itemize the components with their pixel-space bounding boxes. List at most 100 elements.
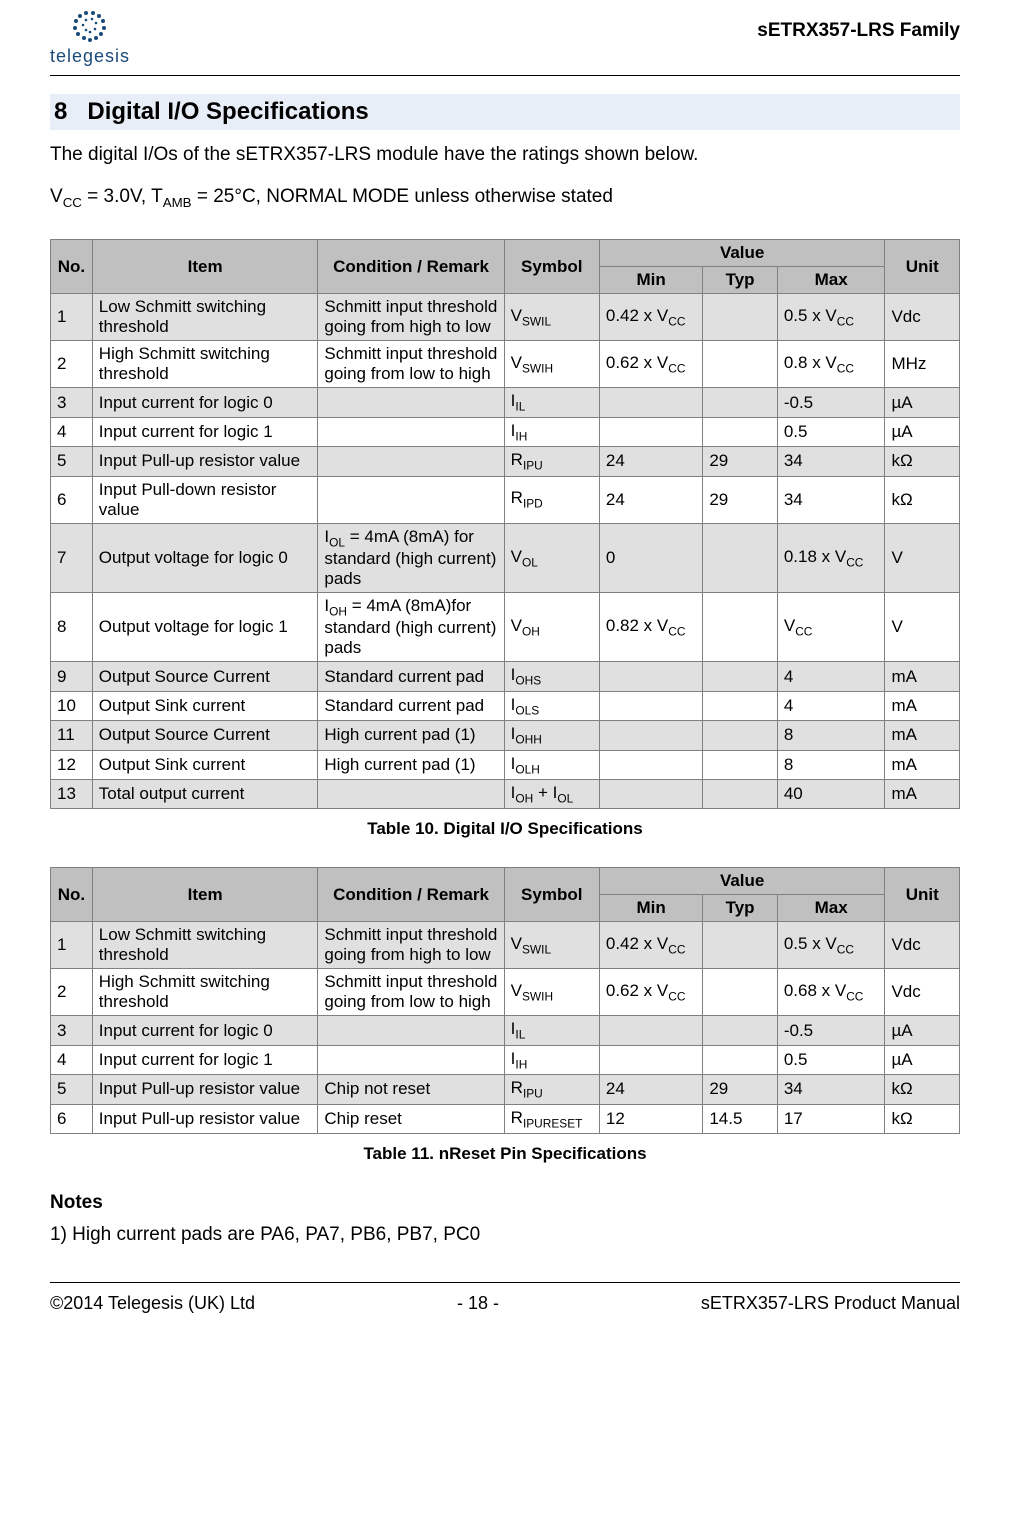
cell-cond: Schmitt input threshold going from high …: [318, 294, 504, 341]
cell-max: 0.8 x VCC: [777, 341, 885, 388]
cell-unit: mA: [885, 662, 960, 691]
cell-no: 1: [51, 922, 93, 969]
cell-cond: Standard current pad: [318, 691, 504, 720]
cell-cond: IOH = 4mA (8mA)for standard (high curren…: [318, 593, 504, 662]
table-row: 3Input current for logic 0IIL-0.5µA: [51, 388, 960, 417]
cell-symbol: IIL: [504, 1016, 599, 1045]
cell-min: [599, 691, 702, 720]
cell-typ: 29: [703, 1075, 778, 1104]
cell-unit: MHz: [885, 341, 960, 388]
cell-typ: [703, 691, 778, 720]
table-digital-io: No. Item Condition / Remark Symbol Value…: [50, 239, 960, 809]
cell-min: 0.42 x VCC: [599, 922, 702, 969]
th-symbol: Symbol: [504, 868, 599, 922]
page-header: telegesis sETRX357-LRS Family: [50, 0, 960, 75]
cell-item: Input current for logic 1: [92, 1045, 318, 1074]
notes-heading: Notes: [50, 1192, 960, 1214]
cond-mid1: = 3.0V, T: [82, 186, 163, 207]
cell-item: Output voltage for logic 1: [92, 593, 318, 662]
cell-typ: [703, 593, 778, 662]
cell-min: 24: [599, 476, 702, 523]
cell-symbol: IIH: [504, 417, 599, 446]
header-family-label: sETRX357-LRS Family: [757, 10, 960, 42]
table-row: 1Low Schmitt switching thresholdSchmitt …: [51, 922, 960, 969]
cell-no: 1: [51, 294, 93, 341]
cell-typ: 14.5: [703, 1104, 778, 1133]
cell-max: 0.68 x VCC: [777, 969, 885, 1016]
cell-max: 34: [777, 447, 885, 476]
cell-item: Input Pull-up resistor value: [92, 1104, 318, 1133]
section-number: 8: [54, 98, 67, 125]
table-row: 13Total output currentIOH + IOL40mA: [51, 779, 960, 808]
cell-typ: [703, 969, 778, 1016]
cell-max: 0.5: [777, 417, 885, 446]
cell-max: 40: [777, 779, 885, 808]
cell-min: [599, 779, 702, 808]
cell-unit: Vdc: [885, 294, 960, 341]
th-unit: Unit: [885, 240, 960, 294]
cell-symbol: RIPU: [504, 1075, 599, 1104]
table11-caption: Table 11. nReset Pin Specifications: [50, 1144, 960, 1164]
th-item: Item: [92, 240, 318, 294]
th-value: Value: [599, 240, 885, 267]
th-min: Min: [599, 895, 702, 922]
cell-cond: [318, 1045, 504, 1074]
table-nreset: No. Item Condition / Remark Symbol Value…: [50, 867, 960, 1134]
cell-unit: mA: [885, 750, 960, 779]
table-row: 7Output voltage for logic 0IOL = 4mA (8m…: [51, 523, 960, 592]
cell-no: 5: [51, 447, 93, 476]
cell-item: Input Pull-up resistor value: [92, 1075, 318, 1104]
cell-max: 8: [777, 750, 885, 779]
cell-no: 11: [51, 721, 93, 750]
cell-item: Input Pull-down resistor value: [92, 476, 318, 523]
cell-cond: Standard current pad: [318, 662, 504, 691]
table-row: 3Input current for logic 0IIL-0.5µA: [51, 1016, 960, 1045]
cond-v: V: [50, 186, 63, 207]
th-cond: Condition / Remark: [318, 868, 504, 922]
cell-item: Low Schmitt switching threshold: [92, 294, 318, 341]
th-item: Item: [92, 868, 318, 922]
cell-unit: µA: [885, 1016, 960, 1045]
cell-max: 4: [777, 691, 885, 720]
cell-min: 24: [599, 1075, 702, 1104]
cell-symbol: IOH + IOL: [504, 779, 599, 808]
cell-no: 10: [51, 691, 93, 720]
cell-cond: [318, 1016, 504, 1045]
table-row: 12Output Sink currentHigh current pad (1…: [51, 750, 960, 779]
table-row: 4Input current for logic 1IIH0.5µA: [51, 1045, 960, 1074]
cell-no: 4: [51, 417, 93, 446]
cell-symbol: IOLS: [504, 691, 599, 720]
cell-symbol: IIL: [504, 388, 599, 417]
cell-symbol: IIH: [504, 1045, 599, 1074]
footer-divider: [50, 1282, 960, 1283]
section-title: 8 Digital I/O Specifications: [50, 94, 960, 130]
cell-item: Output Sink current: [92, 750, 318, 779]
cell-typ: 29: [703, 476, 778, 523]
cell-min: [599, 662, 702, 691]
logo: telegesis: [50, 10, 130, 67]
cell-max: 0.5: [777, 1045, 885, 1074]
cell-cond: Chip not reset: [318, 1075, 504, 1104]
th-typ: Typ: [703, 267, 778, 294]
th-unit: Unit: [885, 868, 960, 922]
cell-min: 0.62 x VCC: [599, 969, 702, 1016]
cell-typ: [703, 721, 778, 750]
cell-cond: [318, 417, 504, 446]
cell-max: 0.5 x VCC: [777, 294, 885, 341]
cell-symbol: VSWIL: [504, 294, 599, 341]
cell-symbol: VOL: [504, 523, 599, 592]
cell-no: 13: [51, 779, 93, 808]
cell-min: 0.42 x VCC: [599, 294, 702, 341]
cell-typ: [703, 388, 778, 417]
cell-unit: V: [885, 523, 960, 592]
th-max: Max: [777, 895, 885, 922]
th-max: Max: [777, 267, 885, 294]
cell-no: 2: [51, 969, 93, 1016]
conditions-line: VCC = 3.0V, TAMB = 25°C, NORMAL MODE unl…: [50, 186, 960, 210]
cell-unit: kΩ: [885, 476, 960, 523]
cell-typ: 29: [703, 447, 778, 476]
cell-min: [599, 750, 702, 779]
cell-unit: µA: [885, 1045, 960, 1074]
cell-max: 34: [777, 1075, 885, 1104]
cell-unit: kΩ: [885, 447, 960, 476]
